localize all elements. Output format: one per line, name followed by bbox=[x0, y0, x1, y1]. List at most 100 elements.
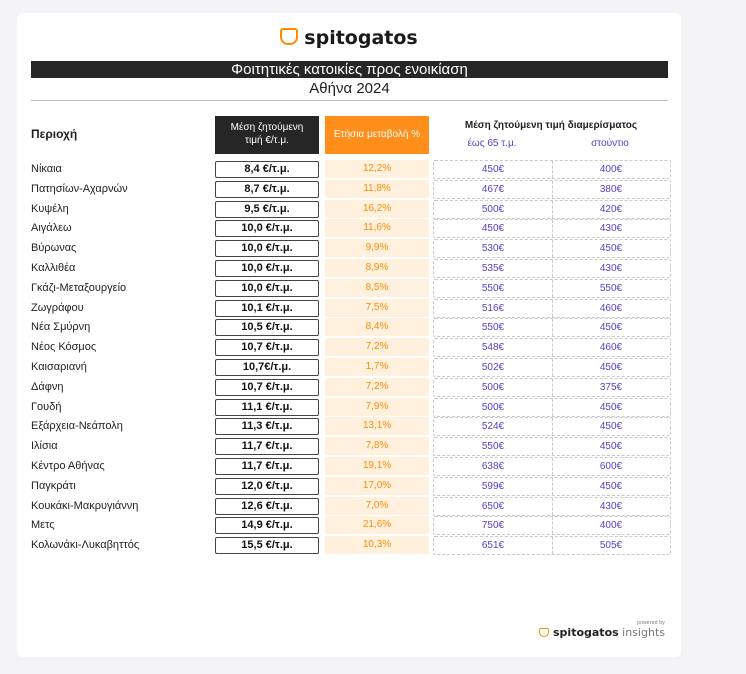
header-price: Μέση ζητούμενη τιμή €/τ.μ. bbox=[215, 116, 319, 154]
cell-apartment-prices: 500€ 375€ bbox=[433, 377, 671, 397]
cell-apartment-prices: 651€ 505€ bbox=[433, 536, 671, 556]
cell-apt-small: 516€ bbox=[434, 299, 553, 317]
footer-brand-suffix: insights bbox=[622, 626, 665, 639]
cell-change: 10,3% bbox=[325, 536, 429, 555]
cell-change: 21,6% bbox=[325, 516, 429, 535]
cell-apartment-prices: 550€ 450€ bbox=[433, 437, 671, 457]
cell-studio: 420€ bbox=[599, 203, 623, 215]
cell-price: 9,5 €/τ.μ. bbox=[215, 200, 319, 218]
cell-apt-small: 500€ bbox=[434, 378, 553, 396]
cell-apt-small: 550€ bbox=[434, 279, 553, 297]
cell-studio: 450€ bbox=[599, 322, 623, 334]
cell-studio: 430€ bbox=[599, 500, 623, 512]
cell-apartment-prices: 750€ 400€ bbox=[433, 516, 671, 536]
header-apt-small: έως 65 τ.μ. bbox=[467, 138, 517, 149]
cell-change: 13,1% bbox=[325, 417, 429, 436]
cell-studio: 450€ bbox=[599, 243, 623, 255]
cell-change: 11,8% bbox=[325, 179, 429, 198]
cell-change: 12,2% bbox=[325, 160, 429, 178]
cell-area: Κολωνάκι-Λυκαβηττός bbox=[31, 539, 140, 552]
cell-area: Κέντρο Αθήνας bbox=[31, 459, 105, 472]
cell-apt-small: 500€ bbox=[434, 398, 553, 416]
infographic-card: spitogatos Φοιτητικές κατοικίες προς ενο… bbox=[17, 13, 681, 657]
cell-studio: 430€ bbox=[599, 262, 623, 274]
header-change: Ετήσια μεταβολή % bbox=[325, 116, 429, 154]
cell-area: Γουδή bbox=[31, 400, 62, 413]
cell-change: 7,2% bbox=[325, 377, 429, 396]
powered-by: powered by bbox=[637, 620, 665, 626]
cell-area: Ζωγράφου bbox=[31, 301, 84, 314]
cell-price: 10,0 €/τ.μ. bbox=[215, 279, 319, 297]
cell-change: 11,6% bbox=[325, 219, 429, 238]
cell-studio: 375€ bbox=[599, 381, 623, 393]
cell-price: 10,0 €/τ.μ. bbox=[215, 259, 319, 277]
cell-change: 9,9% bbox=[325, 239, 429, 258]
cell-area: Νέος Κόσμος bbox=[31, 341, 97, 354]
cell-apt-small: 502€ bbox=[434, 358, 553, 376]
cell-area: Καισαριανή bbox=[31, 360, 87, 373]
cell-change: 7,5% bbox=[325, 298, 429, 317]
cell-apartment-prices: 530€ 450€ bbox=[433, 239, 671, 259]
cell-area: Καλλιθέα bbox=[31, 261, 76, 274]
table-row: Νίκαια 8,4 €/τ.μ. 12,2% 450€ 400€ bbox=[31, 160, 671, 179]
cell-apt-small: 650€ bbox=[434, 497, 553, 515]
cell-apt-small: 524€ bbox=[434, 418, 553, 436]
cell-apartment-prices: 502€ 450€ bbox=[433, 357, 671, 377]
cell-price: 8,7 €/τ.μ. bbox=[215, 180, 319, 198]
cell-price: 10,7€/τ.μ. bbox=[215, 358, 319, 376]
table-row: Μετς 14,9 €/τ.μ. 21,6% 750€ 400€ bbox=[31, 516, 671, 536]
cell-price: 10,5 €/τ.μ. bbox=[215, 319, 319, 337]
footer: powered by spitogatos insights bbox=[539, 620, 665, 639]
page-subtitle: Αθήνα 2024 bbox=[31, 80, 668, 101]
cell-change: 7,8% bbox=[325, 437, 429, 456]
cell-apartment-prices: 524€ 450€ bbox=[433, 417, 671, 437]
header-apartment: Μέση ζητούμενη τιμή διαμερίσματος bbox=[464, 120, 638, 131]
cell-area: Μετς bbox=[31, 519, 55, 532]
cell-price: 12,6 €/τ.μ. bbox=[215, 497, 319, 515]
cell-price: 14,9 €/τ.μ. bbox=[215, 517, 319, 535]
cell-apt-small: 535€ bbox=[434, 259, 553, 277]
cell-studio: 450€ bbox=[599, 480, 623, 492]
table-row: Δάφνη 10,7 €/τ.μ. 7,2% 500€ 375€ bbox=[31, 377, 671, 397]
cell-studio: 450€ bbox=[599, 441, 623, 453]
cell-apartment-prices: 450€ 430€ bbox=[433, 219, 671, 239]
cell-change: 1,7% bbox=[325, 357, 429, 376]
table-row: Ζωγράφου 10,1 €/τ.μ. 7,5% 516€ 460€ bbox=[31, 298, 671, 318]
cell-change: 17,0% bbox=[325, 476, 429, 495]
cell-apartment-prices: 500€ 420€ bbox=[433, 199, 671, 219]
cell-apt-small: 550€ bbox=[434, 319, 553, 337]
cell-apt-small: 638€ bbox=[434, 457, 553, 475]
cell-studio: 600€ bbox=[599, 460, 623, 472]
cell-apt-small: 550€ bbox=[434, 438, 553, 456]
cell-apartment-prices: 548€ 460€ bbox=[433, 338, 671, 358]
cell-studio: 400€ bbox=[599, 164, 623, 175]
cell-apt-small: 500€ bbox=[434, 200, 553, 218]
cell-apartment-prices: 500€ 450€ bbox=[433, 397, 671, 417]
cell-apt-small: 450€ bbox=[434, 161, 553, 178]
table-row: Αιγάλεω 10,0 €/τ.μ. 11,6% 450€ 430€ bbox=[31, 219, 671, 239]
cell-area: Κουκάκι-Μακρυγιάννη bbox=[31, 499, 139, 512]
cell-studio: 380€ bbox=[599, 183, 623, 195]
cell-price: 10,0 €/τ.μ. bbox=[215, 220, 319, 238]
cell-price: 11,7 €/τ.μ. bbox=[215, 438, 319, 456]
cell-apartment-prices: 599€ 450€ bbox=[433, 476, 671, 496]
cell-area: Ιλίσια bbox=[31, 440, 58, 453]
cell-area: Νίκαια bbox=[31, 163, 62, 175]
cell-change: 7,9% bbox=[325, 397, 429, 416]
cell-area: Εξάρχεια-Νεάπολη bbox=[31, 420, 123, 433]
cell-apartment-prices: 467€ 380€ bbox=[433, 179, 671, 199]
table-row: Εξάρχεια-Νεάπολη 11,3 €/τ.μ. 13,1% 524€ 450€ bbox=[31, 417, 671, 437]
cell-area: Γκάζι-Μεταξουργείο bbox=[31, 281, 127, 294]
cell-apartment-prices: 535€ 430€ bbox=[433, 258, 671, 278]
cell-area: Δάφνη bbox=[31, 380, 64, 393]
header-price-line1: Μέση ζητούμενη bbox=[230, 122, 304, 133]
cell-studio: 505€ bbox=[599, 540, 623, 552]
cell-apartment-prices: 638€ 600€ bbox=[433, 456, 671, 476]
table-row: Κουκάκι-Μακρυγιάννη 12,6 €/τ.μ. 7,0% 650€ 43… bbox=[31, 496, 671, 516]
cell-apt-small: 651€ bbox=[434, 537, 553, 555]
cell-apartment-prices: 550€ 450€ bbox=[433, 318, 671, 338]
cell-area: Κυψέλη bbox=[31, 202, 69, 215]
cell-apt-small: 599€ bbox=[434, 477, 553, 495]
cell-area: Πατησίων-Αχαρνών bbox=[31, 182, 128, 195]
cat-icon bbox=[280, 28, 299, 45]
